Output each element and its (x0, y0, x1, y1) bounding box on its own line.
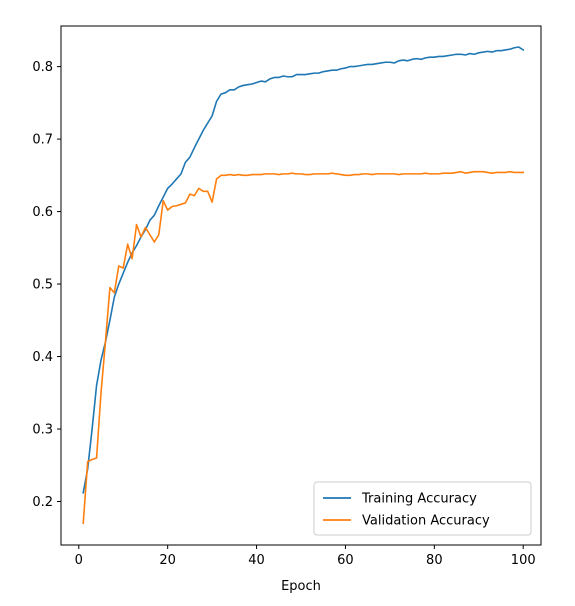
series-line-training-accuracy (82, 46, 525, 494)
x-tick-label: 0 (75, 553, 83, 568)
y-tick-label: 0.3 (32, 423, 53, 438)
axes-frame (60, 25, 542, 546)
legend-entry-label: Validation Accuracy (362, 514, 490, 529)
series-lines (82, 46, 525, 525)
x-axis-label: Epoch (281, 579, 321, 594)
x-tick-label: 80 (426, 553, 443, 568)
axes: 0 20 40 60 80 100 0.2 0.3 0.4 0.5 0.6 0.7 0.8 Epoch (32, 25, 542, 594)
x-tick-label: 20 (159, 553, 176, 568)
legend-box (313, 481, 532, 536)
x-tick-label: 40 (248, 553, 265, 568)
y-tick-label: 0.4 (32, 350, 53, 365)
y-tick-label: 0.6 (32, 205, 53, 220)
plot-background (61, 26, 541, 545)
x-tick-label: 60 (337, 553, 354, 568)
legend-entry-label: Training Accuracy (361, 492, 477, 507)
legend: Training Accuracy Validation Accuracy (313, 481, 532, 536)
y-tick-label: 0.2 (32, 495, 53, 510)
series-line-validation-accuracy (82, 170, 525, 525)
plot-area (61, 26, 541, 545)
y-tick-label: 0.7 (32, 133, 53, 148)
y-tick-label: 0.5 (32, 278, 53, 293)
y-tick-label: 0.8 (32, 60, 53, 75)
x-tick-label: 100 (511, 553, 536, 568)
